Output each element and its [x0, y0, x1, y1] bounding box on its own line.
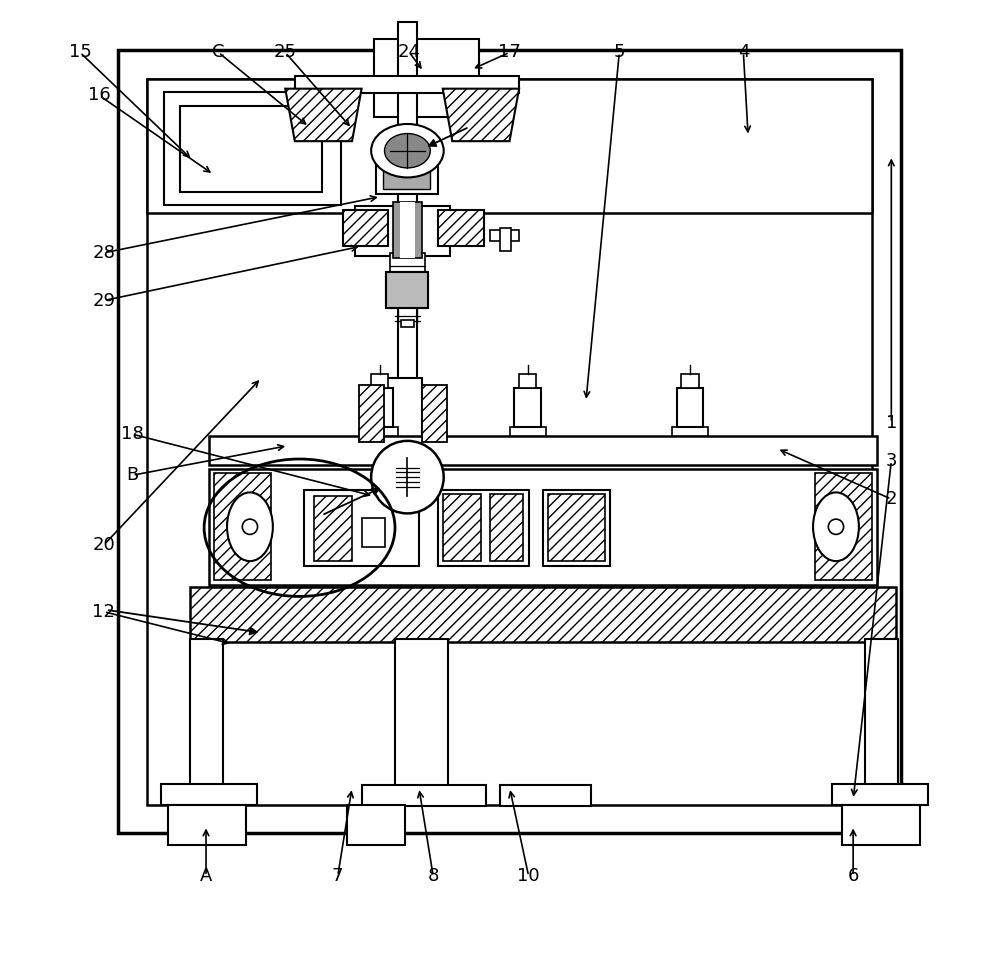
Bar [443, 494, 481, 562]
Bar [347, 804, 405, 845]
Bar [672, 426, 708, 436]
Bar [161, 783, 257, 804]
Text: 6: 6 [847, 867, 859, 885]
Bar [677, 389, 703, 426]
Bar [147, 79, 872, 213]
Bar [359, 385, 384, 442]
Bar [514, 389, 541, 426]
Bar [438, 210, 484, 246]
Text: 8: 8 [428, 867, 439, 885]
Bar [190, 639, 223, 787]
Bar [376, 156, 438, 194]
Bar [398, 22, 417, 509]
Bar [519, 374, 536, 389]
Bar [190, 587, 896, 642]
Bar [393, 203, 422, 257]
Bar [842, 804, 920, 845]
Text: 12: 12 [92, 603, 115, 621]
Ellipse shape [242, 519, 258, 535]
Bar [543, 490, 610, 565]
Bar [681, 374, 699, 389]
Bar [362, 785, 486, 806]
Text: 10: 10 [517, 867, 540, 885]
Bar [371, 374, 388, 389]
Text: 5: 5 [614, 43, 625, 61]
Text: 15: 15 [69, 43, 91, 61]
Text: 3: 3 [886, 452, 897, 469]
Bar [832, 783, 928, 804]
Text: 29: 29 [92, 292, 115, 309]
Ellipse shape [385, 133, 430, 168]
Bar [500, 785, 591, 806]
Bar [362, 426, 398, 436]
Bar [374, 39, 479, 117]
Bar [343, 210, 388, 246]
Bar [362, 518, 385, 547]
Bar [164, 92, 341, 205]
Bar [355, 206, 450, 255]
Bar [422, 385, 447, 442]
Text: B: B [126, 467, 139, 484]
Bar [398, 514, 417, 525]
Bar [500, 228, 511, 251]
Bar [168, 804, 246, 845]
Text: 2: 2 [886, 491, 897, 508]
Bar [815, 473, 872, 580]
Bar [401, 320, 414, 327]
Polygon shape [285, 88, 362, 141]
Text: 24: 24 [398, 43, 421, 61]
Bar [386, 272, 428, 308]
Text: 20: 20 [93, 536, 115, 554]
Bar [209, 468, 877, 585]
Bar [390, 252, 425, 272]
Bar [366, 389, 393, 426]
Text: 16: 16 [88, 86, 111, 105]
Bar [314, 496, 352, 562]
Text: 28: 28 [92, 244, 115, 262]
Bar [395, 639, 448, 787]
Bar [548, 494, 605, 562]
Bar [438, 490, 529, 565]
Polygon shape [443, 88, 519, 141]
Bar [865, 639, 898, 787]
Bar [386, 272, 428, 308]
Bar [214, 473, 271, 580]
Bar [490, 230, 519, 241]
Bar [295, 76, 519, 93]
Text: 25: 25 [274, 43, 297, 61]
Bar [510, 426, 546, 436]
Text: 18: 18 [121, 425, 144, 444]
Bar [490, 494, 523, 562]
Bar [180, 106, 322, 192]
Text: 17: 17 [498, 43, 521, 61]
Text: 4: 4 [738, 43, 749, 61]
Ellipse shape [227, 492, 273, 562]
Bar [147, 79, 872, 804]
Ellipse shape [828, 519, 844, 535]
Bar [118, 51, 901, 833]
Bar [386, 272, 428, 308]
Bar [383, 162, 430, 189]
Ellipse shape [371, 441, 444, 514]
Ellipse shape [813, 492, 859, 562]
Text: 7: 7 [332, 867, 343, 885]
Ellipse shape [371, 124, 444, 178]
Bar [384, 378, 422, 449]
Text: C: C [212, 43, 225, 61]
Text: 1: 1 [886, 414, 897, 432]
Bar [209, 436, 877, 465]
Bar [400, 203, 415, 257]
Bar [304, 490, 419, 565]
Text: A: A [200, 867, 212, 885]
